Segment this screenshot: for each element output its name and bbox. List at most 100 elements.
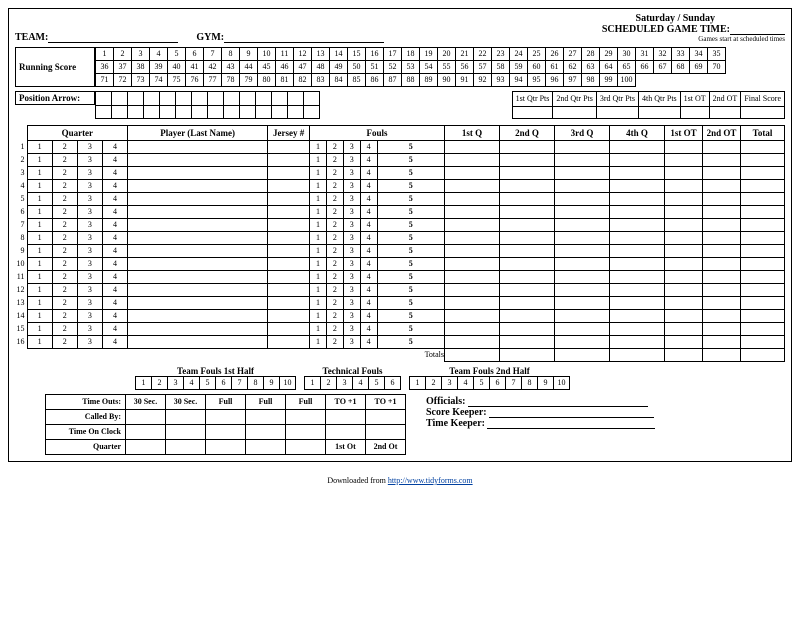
foul-tally-cell[interactable]: 1 (136, 377, 152, 390)
officials-field[interactable] (468, 397, 648, 407)
score-cell[interactable]: 88 (402, 74, 420, 87)
player-name-cell[interactable] (128, 336, 268, 349)
quarter-cell[interactable]: 4 (102, 141, 127, 154)
score-entry-cell[interactable] (610, 154, 665, 167)
quarter-cell[interactable]: 1 (27, 336, 52, 349)
score-cell[interactable]: 92 (474, 74, 492, 87)
score-cell[interactable]: 10 (258, 48, 276, 61)
foul-cell[interactable]: 4 (360, 193, 377, 206)
score-cell[interactable]: 65 (618, 61, 636, 74)
position-arrow-cell[interactable] (288, 105, 304, 119)
score-cell[interactable]: 35 (708, 48, 726, 61)
score-cell[interactable]: 63 (582, 61, 600, 74)
score-cell[interactable]: 13 (312, 48, 330, 61)
quarter-cell[interactable]: 1 (27, 310, 52, 323)
qtr-pts-cell[interactable] (512, 107, 553, 119)
qtr-pts-cell[interactable] (741, 107, 785, 119)
foul-cell[interactable]: 5 (377, 154, 445, 167)
score-cell[interactable]: 36 (96, 61, 114, 74)
qtr-pts-cell[interactable] (638, 107, 680, 119)
score-cell[interactable]: 22 (474, 48, 492, 61)
score-cell[interactable]: 93 (492, 74, 510, 87)
score-entry-cell[interactable] (703, 323, 741, 336)
foul-tally-cell[interactable]: 6 (385, 377, 401, 390)
foul-cell[interactable]: 3 (343, 206, 360, 219)
foul-cell[interactable]: 2 (326, 258, 343, 271)
score-cell[interactable]: 89 (420, 74, 438, 87)
score-cell[interactable]: 78 (222, 74, 240, 87)
timeout-cell[interactable] (126, 440, 166, 455)
foul-cell[interactable]: 4 (360, 141, 377, 154)
foul-cell[interactable]: 4 (360, 219, 377, 232)
quarter-cell[interactable]: 2 (52, 258, 77, 271)
score-entry-cell[interactable] (610, 323, 665, 336)
score-entry-cell[interactable] (500, 297, 555, 310)
score-entry-cell[interactable] (445, 284, 500, 297)
player-name-cell[interactable] (128, 284, 268, 297)
foul-tally-cell[interactable]: 3 (168, 377, 184, 390)
timeout-cell[interactable] (126, 410, 166, 425)
timeout-cell[interactable]: 2nd Ot (366, 440, 406, 455)
score-cell[interactable]: 43 (222, 61, 240, 74)
quarter-cell[interactable]: 3 (77, 219, 102, 232)
score-entry-cell[interactable] (703, 271, 741, 284)
score-cell[interactable]: 12 (294, 48, 312, 61)
position-arrow-cell[interactable] (128, 105, 144, 119)
position-arrow-cell[interactable] (160, 92, 176, 106)
score-entry-cell[interactable] (555, 310, 610, 323)
score-entry-cell[interactable] (610, 206, 665, 219)
score-cell[interactable]: 57 (474, 61, 492, 74)
foul-cell[interactable]: 1 (310, 297, 327, 310)
score-entry-cell[interactable] (555, 219, 610, 232)
foul-cell[interactable]: 1 (310, 141, 327, 154)
score-entry-cell[interactable] (665, 154, 703, 167)
quarter-cell[interactable]: 3 (77, 323, 102, 336)
score-cell[interactable]: 64 (600, 61, 618, 74)
foul-tally-cell[interactable]: 3 (442, 377, 458, 390)
score-entry-cell[interactable] (665, 310, 703, 323)
score-entry-cell[interactable] (665, 232, 703, 245)
score-entry-cell[interactable] (500, 245, 555, 258)
timeout-cell[interactable]: Full (246, 395, 286, 410)
score-entry-cell[interactable] (610, 219, 665, 232)
position-arrow-cell[interactable] (160, 105, 176, 119)
score-entry-cell[interactable] (555, 193, 610, 206)
foul-tally-cell[interactable]: 2 (152, 377, 168, 390)
score-cell[interactable]: 72 (114, 74, 132, 87)
footer-link[interactable]: http://www.tidyforms.com (388, 476, 473, 485)
score-cell[interactable]: 85 (348, 74, 366, 87)
jersey-cell[interactable] (268, 154, 310, 167)
foul-cell[interactable]: 1 (310, 167, 327, 180)
score-entry-cell[interactable] (445, 245, 500, 258)
score-cell[interactable]: 60 (528, 61, 546, 74)
timeout-cell[interactable] (286, 425, 326, 440)
quarter-cell[interactable]: 1 (27, 219, 52, 232)
score-cell[interactable]: 37 (114, 61, 132, 74)
score-cell[interactable]: 29 (600, 48, 618, 61)
score-entry-cell[interactable] (445, 258, 500, 271)
score-entry-cell[interactable] (500, 336, 555, 349)
foul-cell[interactable]: 3 (343, 297, 360, 310)
timeout-cell[interactable] (166, 425, 206, 440)
quarter-cell[interactable]: 3 (77, 193, 102, 206)
quarter-cell[interactable]: 3 (77, 336, 102, 349)
quarter-cell[interactable]: 3 (77, 297, 102, 310)
score-cell[interactable]: 26 (546, 48, 564, 61)
player-name-cell[interactable] (128, 167, 268, 180)
score-entry-cell[interactable] (741, 336, 785, 349)
score-entry-cell[interactable] (665, 297, 703, 310)
foul-cell[interactable]: 4 (360, 154, 377, 167)
player-name-cell[interactable] (128, 323, 268, 336)
foul-tally-cell[interactable]: 2 (321, 377, 337, 390)
totals-cell[interactable] (555, 349, 610, 362)
score-entry-cell[interactable] (445, 271, 500, 284)
score-entry-cell[interactable] (555, 245, 610, 258)
score-cell[interactable]: 21 (456, 48, 474, 61)
timeout-cell[interactable]: Full (286, 395, 326, 410)
score-cell[interactable]: 31 (636, 48, 654, 61)
score-entry-cell[interactable] (445, 336, 500, 349)
foul-cell[interactable]: 1 (310, 310, 327, 323)
score-entry-cell[interactable] (703, 284, 741, 297)
position-arrow-cell[interactable] (144, 92, 160, 106)
foul-cell[interactable]: 3 (343, 193, 360, 206)
